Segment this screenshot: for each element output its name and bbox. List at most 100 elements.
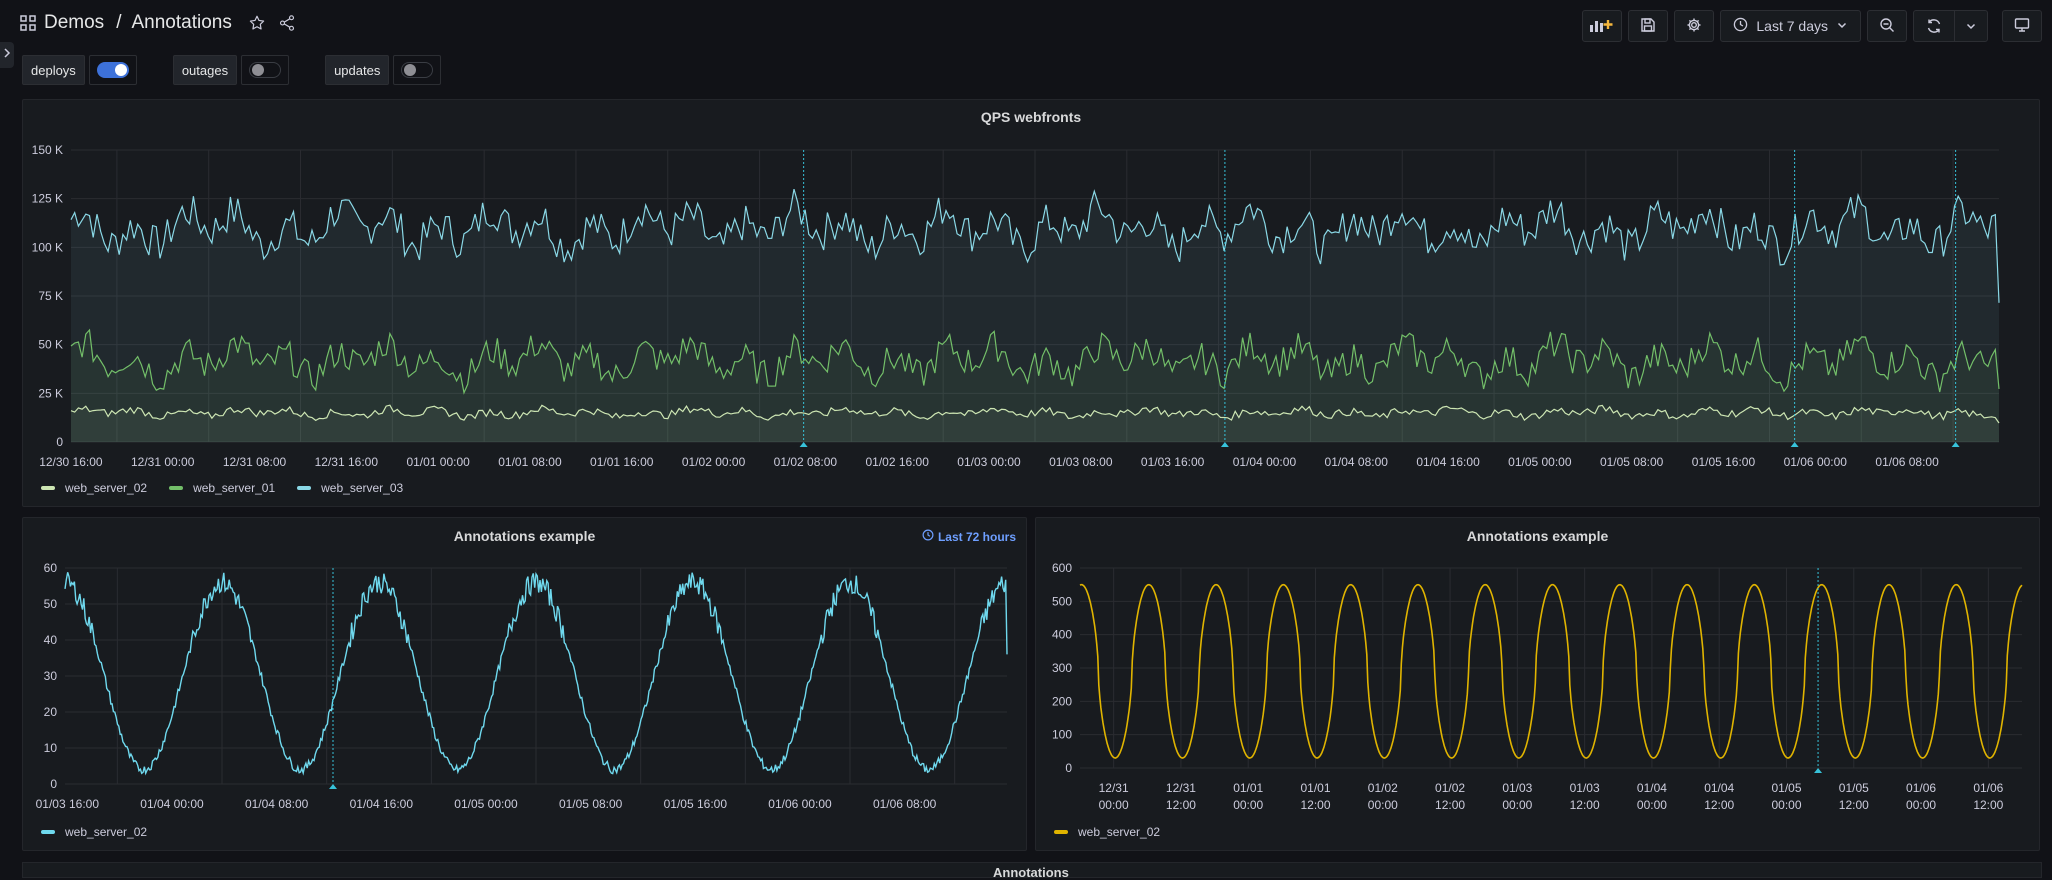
save-dashboard-button[interactable]	[1628, 10, 1669, 42]
x-tick-label: 00:00	[1771, 798, 1801, 812]
series-line	[1079, 583, 2023, 759]
x-tick-label: 12:00	[1300, 798, 1330, 812]
y-tick-label: 20	[44, 705, 58, 719]
page-title[interactable]: Annotations	[131, 12, 232, 33]
x-tick-label: 01/02 00:00	[682, 455, 746, 469]
x-tick-label: 00:00	[1906, 798, 1936, 812]
annotations-right-chart[interactable]: 0 100 200 300 400 500 600 12/31 00:00 12/31 12:00 0…	[1036, 518, 2039, 828]
y-tick-label: 500	[1052, 594, 1072, 608]
x-tick-label: 01/06 00:00	[768, 797, 832, 811]
y-tick-label: 600	[1052, 561, 1072, 575]
x-tick-label: 01/04 08:00	[1325, 455, 1389, 469]
tv-mode-icon	[2014, 17, 2030, 36]
annotation-marker	[1220, 442, 1229, 447]
x-tick-label: 00:00	[1368, 798, 1398, 812]
x-tick-label: 01/04 08:00	[245, 797, 309, 811]
add-panel-button[interactable]	[1582, 10, 1623, 42]
add-panel-icon	[1589, 17, 1615, 36]
x-tick-label: 01/03	[1502, 781, 1532, 795]
time-range-picker[interactable]: Last 7 days	[1720, 10, 1861, 42]
toggle-knob	[252, 64, 265, 76]
refresh-icon[interactable]	[1914, 11, 1954, 41]
updates-toggle[interactable]	[401, 62, 434, 78]
variable-label: deploys	[22, 55, 85, 85]
dashboard-toolbar: Last 7 days	[1582, 10, 2042, 42]
x-tick-label: 12:00	[1839, 798, 1869, 812]
zoom-out-button[interactable]	[1867, 10, 1907, 42]
series-area	[71, 189, 1999, 442]
breadcrumb-folder[interactable]: Demos	[44, 12, 105, 33]
dashboard-settings-button[interactable]	[1674, 10, 1715, 42]
legend-label: web_server_02	[1078, 825, 1161, 839]
legend-swatch	[41, 486, 55, 490]
x-tick-label: 01/05	[1771, 781, 1801, 795]
x-tick-label: 01/04	[1637, 781, 1667, 795]
x-tick-label: 01/02	[1368, 781, 1398, 795]
breadcrumb-separator: /	[116, 12, 122, 33]
x-tick-label: 01/05 00:00	[454, 797, 518, 811]
annotation-marker	[799, 442, 808, 447]
x-tick-label: 01/06 08:00	[1875, 455, 1939, 469]
y-tick-label: 75 K	[38, 289, 63, 303]
x-tick-label: 00:00	[1233, 798, 1263, 812]
tv-mode-button[interactable]	[2002, 10, 2042, 42]
x-tick-label: 01/03	[1570, 781, 1600, 795]
refresh-interval-chevron-down-icon[interactable]	[1954, 11, 1987, 41]
x-tick-label: 01/02 08:00	[774, 455, 838, 469]
time-override-badge: Last 72 hours	[922, 529, 1016, 544]
toggle-knob	[404, 64, 417, 76]
zoom-out-icon	[1879, 17, 1895, 36]
x-tick-label: 01/04	[1704, 781, 1734, 795]
chevron-down-icon	[1836, 18, 1848, 34]
legend-swatch	[41, 830, 55, 834]
y-tick-label: 0	[1065, 761, 1072, 775]
x-tick-label: 00:00	[1502, 798, 1532, 812]
legend-item[interactable]: web_server_01	[169, 481, 275, 495]
y-tick-label: 60	[44, 561, 58, 575]
x-tick-label: 12:00	[1166, 798, 1196, 812]
x-tick-label: 01/05 08:00	[1600, 455, 1664, 469]
deploys-toggle[interactable]	[96, 62, 129, 78]
x-tick-label: 01/05	[1839, 781, 1869, 795]
series-line	[70, 188, 2000, 303]
y-tick-label: 100	[1052, 728, 1072, 742]
x-tick-label: 01/01	[1300, 781, 1330, 795]
legend-swatch	[1054, 830, 1068, 834]
y-tick-label: 100 K	[32, 240, 63, 254]
y-tick-label: 10	[44, 741, 58, 755]
panel-title[interactable]: Annotations example	[1466, 528, 1609, 544]
variable-switch-container	[241, 55, 290, 85]
qps-chart[interactable]: 0 25 K 50 K 75 K 100 K 125 K 150 K 12/30 16:00 1…	[23, 100, 2039, 470]
legend-label: web_server_02	[65, 481, 148, 495]
outages-toggle[interactable]	[249, 62, 282, 78]
x-tick-label: 01/06	[1973, 781, 2003, 795]
share-icon[interactable]	[278, 14, 296, 32]
x-tick-label: 12/31 00:00	[131, 455, 195, 469]
x-tick-label: 01/04 00:00	[140, 797, 204, 811]
panel-title[interactable]: Annotations example	[453, 528, 596, 544]
x-tick-label: 12/31	[1099, 781, 1129, 795]
variable-outages: outages	[172, 55, 290, 85]
legend-label: web_server_02	[65, 825, 148, 839]
series-area	[71, 405, 1999, 442]
y-tick-label: 25 K	[38, 386, 63, 400]
x-tick-label: 01/04 00:00	[1233, 455, 1297, 469]
legend-item[interactable]: web_server_02	[41, 825, 147, 839]
save-icon	[1640, 17, 1656, 36]
legend-item[interactable]: web_server_02	[1054, 825, 1160, 839]
variable-updates: updates	[325, 55, 442, 85]
x-tick-label: 01/06 08:00	[873, 797, 937, 811]
x-tick-label: 01/04 16:00	[1416, 455, 1480, 469]
annotations-left-chart[interactable]: 0 10 20 30 40 50 60 01/03 16:00 01/04 00:00 01/04…	[23, 518, 1026, 818]
legend-item[interactable]: web_server_02	[41, 481, 147, 495]
variables-bar: deploys outages updates	[22, 55, 442, 85]
star-icon[interactable]	[248, 14, 266, 32]
variable-switch-container	[88, 55, 137, 85]
x-tick-label: 01/05 00:00	[1508, 455, 1572, 469]
apps-icon[interactable]	[20, 15, 36, 31]
legend-item[interactable]: web_server_03	[297, 481, 403, 495]
annotation-marker	[328, 784, 337, 789]
panel-title[interactable]: QPS webfronts	[980, 109, 1082, 125]
y-tick-label: 50 K	[38, 338, 63, 352]
sidebar-toggle[interactable]	[0, 42, 14, 68]
